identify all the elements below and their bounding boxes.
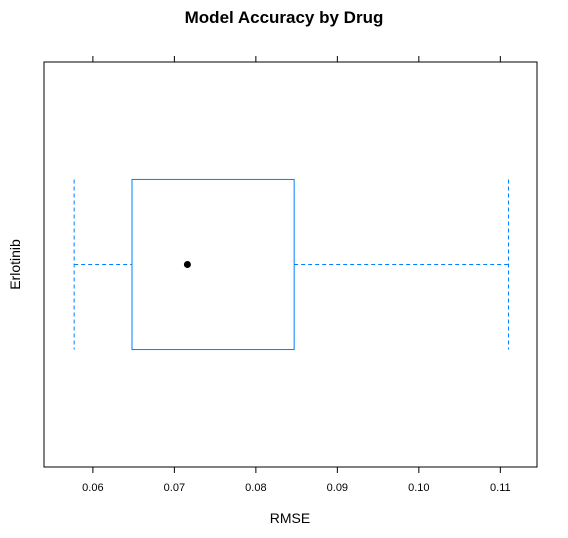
x-tick-label: 0.09 — [327, 482, 348, 494]
median-dot — [183, 261, 191, 268]
y-category-label: Erlotinib — [7, 239, 23, 290]
x-tick-label: 0.10 — [408, 482, 429, 494]
x-tick-label: 0.11 — [490, 482, 511, 494]
box-erlotinib — [73, 178, 509, 351]
boxplot-series — [73, 178, 509, 351]
top-axis-ticks — [92, 56, 501, 62]
x-axis-label: RMSE — [270, 510, 310, 526]
plot-frame — [43, 61, 538, 468]
iqr-box — [131, 178, 295, 351]
chart-title: Model Accuracy by Drug — [185, 8, 384, 27]
bottom-axis: 0.06 0.07 0.08 0.09 0.10 0.11 — [82, 467, 511, 494]
x-tick-label: 0.07 — [164, 482, 185, 494]
x-tick-label: 0.08 — [245, 482, 266, 494]
y-axis: Erlotinib — [7, 239, 23, 290]
x-tick-label: 0.06 — [82, 482, 103, 494]
